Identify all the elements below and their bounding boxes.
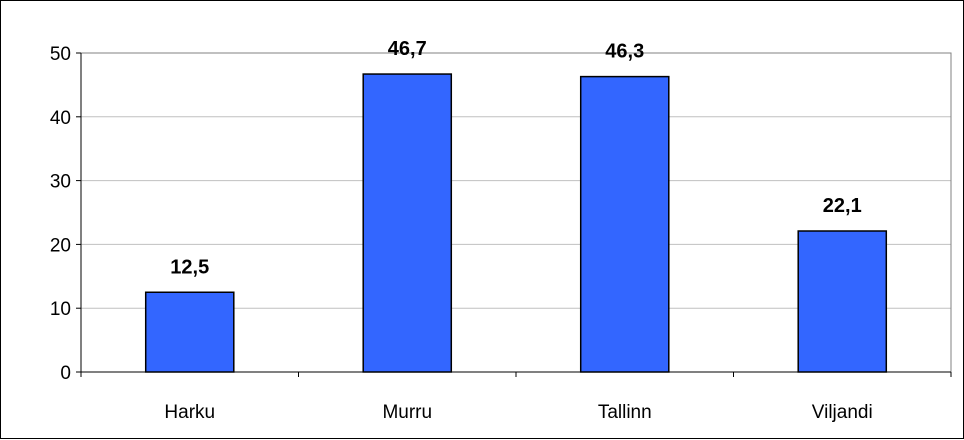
y-tick-label: 40 [50,108,71,129]
data-label-harku: 12,5 [170,256,209,278]
y-tick-label: 50 [50,44,71,65]
bar-viljandi [797,230,888,373]
axes [76,52,952,377]
x-tick-label-tallinn: Tallinn [598,402,652,423]
y-tick-label: 20 [50,235,71,256]
data-label-murru: 46,7 [388,38,427,60]
data-label-tallinn: 46,3 [605,41,644,63]
bar-harku [144,291,235,373]
data-label-viljandi: 22,1 [823,195,862,217]
x-tick-label-murru: Murru [382,402,432,423]
labels: 0 10 20 30 40 50 12,5 Harku 46,7 Murru 46,3 Tallinn… [50,38,873,423]
x-tick-label-harku: Harku [164,402,215,423]
bar-murru [362,73,453,373]
y-tick-label: 30 [50,172,71,193]
y-tick-label: 0 [60,363,71,384]
bar-tallinn [579,75,670,373]
x-tick-label-viljandi: Viljandi [812,402,873,423]
y-tick-label: 10 [50,299,71,320]
bars [144,73,888,373]
